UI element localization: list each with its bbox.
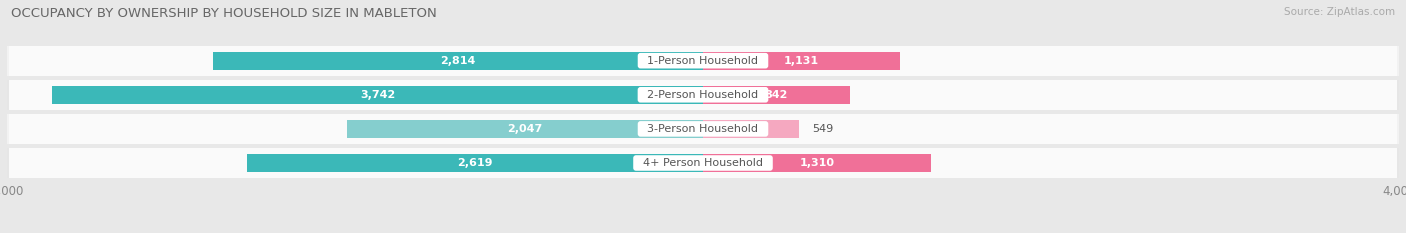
Bar [7,148,1399,178]
Bar [8,80,1398,110]
Bar [703,120,799,138]
Bar [703,86,849,104]
Bar [7,80,1399,110]
Bar [8,148,1398,178]
Text: 2,619: 2,619 [457,158,494,168]
Text: 1-Person Household: 1-Person Household [641,56,765,66]
Bar [247,154,703,172]
Bar [347,120,703,138]
Text: Source: ZipAtlas.com: Source: ZipAtlas.com [1284,7,1395,17]
Text: 4+ Person Household: 4+ Person Household [636,158,770,168]
Text: 2,814: 2,814 [440,56,475,66]
Bar [52,86,703,104]
Bar [703,154,931,172]
Text: 1,131: 1,131 [783,56,818,66]
Bar [7,46,1399,76]
Text: 2,047: 2,047 [508,124,543,134]
Text: 3,742: 3,742 [360,90,395,100]
Bar [8,46,1398,76]
Bar [7,114,1399,144]
Text: 3-Person Household: 3-Person Household [641,124,765,134]
Text: 549: 549 [813,124,834,134]
Text: OCCUPANCY BY OWNERSHIP BY HOUSEHOLD SIZE IN MABLETON: OCCUPANCY BY OWNERSHIP BY HOUSEHOLD SIZE… [11,7,437,20]
Bar [703,52,900,70]
Text: 1,310: 1,310 [800,158,835,168]
Text: 842: 842 [765,90,787,100]
Bar [214,52,703,70]
Bar [8,114,1398,144]
Text: 2-Person Household: 2-Person Household [641,90,765,100]
